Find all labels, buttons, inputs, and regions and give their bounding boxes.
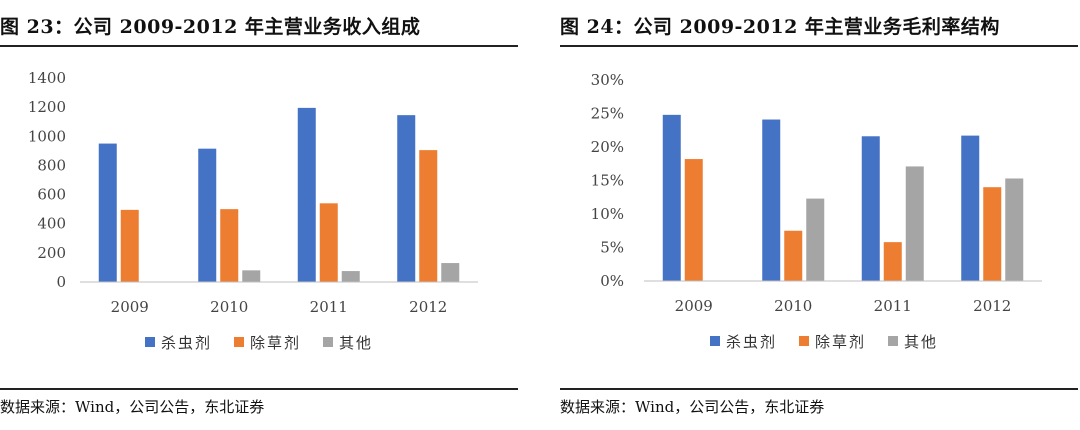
figure-title: 图 23：公司 2009-2012 年主营业务收入组成	[0, 16, 421, 38]
bar	[961, 135, 980, 281]
y-tick-label: 0%	[600, 272, 624, 290]
y-tick-label: 800	[37, 156, 66, 174]
legend-label: 除草剂	[815, 333, 866, 351]
y-tick-label: 25%	[591, 105, 624, 123]
bar	[861, 136, 880, 281]
bar	[341, 271, 360, 282]
bar	[220, 209, 239, 282]
bar	[905, 166, 924, 281]
bar	[662, 114, 681, 281]
x-tick-label: 2012	[973, 297, 1011, 315]
chart-panel-revenue: 图 23：公司 2009-2012 年主营业务收入组成 0 200 400 600 80…	[0, 0, 520, 430]
y-tick-label: 400	[37, 215, 66, 233]
x-tick-label: 2011	[310, 298, 348, 316]
legend-swatch	[710, 336, 720, 346]
bar	[297, 107, 316, 282]
source-divider	[0, 388, 518, 390]
legend-swatch	[234, 337, 244, 347]
margin-bar-chart: 0% 5% 10% 15% 20% 25% 30% 2009 2010 2011 2012 杀虫剂 除草…	[591, 71, 1042, 351]
y-tick-label: 0	[56, 273, 66, 291]
y-tick-label: 1400	[28, 69, 66, 87]
figure-title: 图 24：公司 2009-2012 年主营业务毛利率结构	[560, 16, 1000, 38]
y-tick-label: 15%	[591, 172, 624, 190]
y-tick-label: 600	[37, 186, 66, 204]
y-tick-label: 30%	[591, 71, 624, 89]
x-tick-label: 2011	[874, 297, 912, 315]
bar	[684, 159, 703, 281]
bar	[1005, 178, 1024, 281]
y-tick-label: 1000	[28, 127, 66, 145]
bar	[441, 263, 460, 282]
legend-label: 除草剂	[250, 334, 301, 352]
y-tick-label: 20%	[591, 138, 624, 156]
revenue-bar-chart: 0 200 400 600 800 1000 1200 1400 2009 2010 2011 201…	[28, 69, 478, 352]
legend-label: 其他	[904, 333, 938, 351]
bar	[98, 143, 117, 282]
bar	[242, 270, 261, 282]
title-divider	[0, 45, 518, 47]
chart-panel-margin: 图 24：公司 2009-2012 年主营业务毛利率结构 0% 5% 10% 15% 2…	[560, 0, 1080, 430]
y-tick-label: 5%	[600, 239, 624, 257]
legend-label: 杀虫剂	[161, 334, 212, 352]
source-divider	[560, 388, 1078, 390]
x-tick-label: 2010	[210, 298, 248, 316]
bar	[319, 203, 338, 282]
bar	[983, 187, 1002, 281]
x-tick-label: 2009	[675, 297, 713, 315]
bar	[397, 115, 416, 283]
x-tick-label: 2009	[111, 298, 149, 316]
data-source-note: 数据来源：Wind，公司公告，东北证券	[560, 398, 825, 416]
y-tick-label: 10%	[591, 205, 624, 223]
title-divider	[560, 45, 1078, 47]
bar	[883, 242, 902, 281]
legend-swatch	[145, 337, 155, 347]
bar	[419, 150, 438, 282]
x-tick-label: 2012	[409, 298, 447, 316]
legend-label: 其他	[339, 334, 373, 352]
legend-swatch	[888, 336, 898, 346]
y-tick-label: 1200	[28, 98, 66, 116]
x-tick-label: 2010	[774, 297, 812, 315]
bar	[120, 209, 139, 282]
y-tick-label: 200	[37, 244, 66, 262]
bar	[198, 148, 217, 282]
legend-swatch	[323, 337, 333, 347]
data-source-note: 数据来源：Wind，公司公告，东北证券	[0, 398, 265, 416]
legend-label: 杀虫剂	[726, 333, 777, 351]
bar	[762, 119, 781, 281]
legend-swatch	[799, 336, 809, 346]
bar	[784, 230, 803, 281]
bar	[806, 198, 825, 281]
